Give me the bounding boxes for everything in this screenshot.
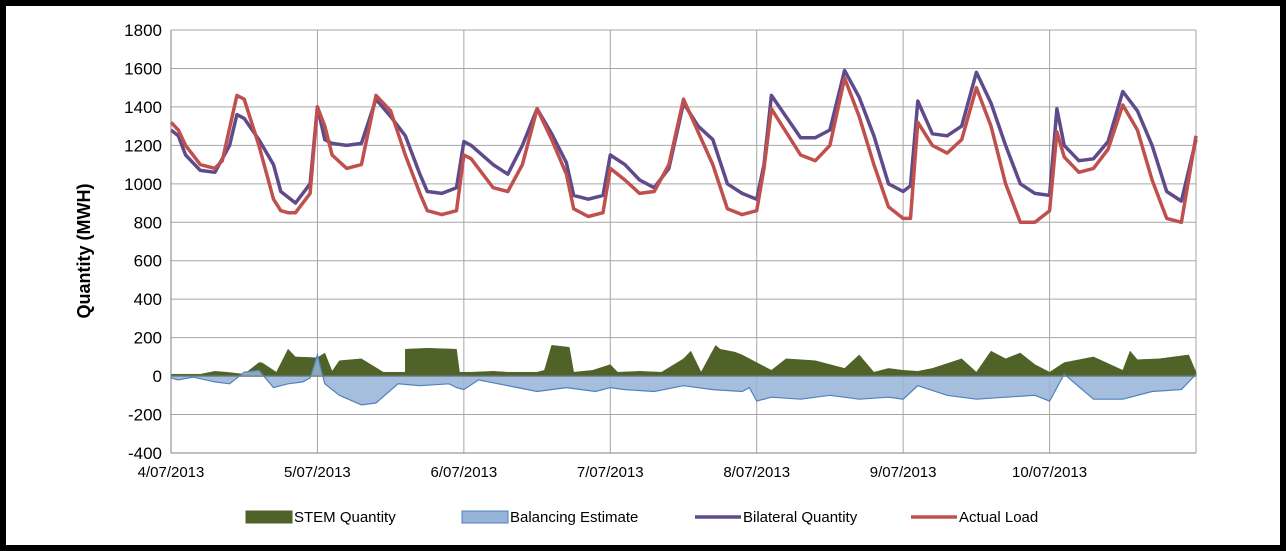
y-tick-label: 0 [153,367,162,386]
y-tick-label: 1200 [124,136,162,155]
axes [170,30,1196,454]
y-tick-label: -200 [128,406,162,425]
x-tick-label: 5/07/2013 [284,464,351,481]
legend-label: Balancing Estimate [510,509,638,526]
line-series [169,68,1198,225]
legend-swatch [461,510,509,524]
y-tick-label: 400 [134,290,162,309]
area-series [170,344,1197,406]
y-tick-label: 1800 [124,21,162,40]
chart-frame: -400 -200 0 200 400 600 800 1000 1200 1400 1600 180… [6,6,1280,545]
legend: STEM Quantity Balancing Estimate Bilateral… [245,509,1038,526]
y-tick-label: 600 [134,252,162,271]
x-tick-label: 7/07/2013 [577,464,644,481]
y-tick-label: 1600 [124,59,162,78]
x-tick-label: 10/07/2013 [1012,464,1087,481]
x-tick-label: 6/07/2013 [430,464,497,481]
y-tick-label: 800 [134,213,162,232]
x-tick-labels: 4/07/2013 5/07/2013 6/07/2013 7/07/2013 8/07… [138,464,1087,481]
area-stem-quantity [170,344,1197,377]
line-bilateral-quantity [169,68,1198,205]
x-tick-label: 4/07/2013 [138,464,205,481]
y-tick-label: -400 [128,444,162,463]
line-chart: -400 -200 0 200 400 600 800 1000 1200 1400 1600 180… [74,21,1198,526]
line-actual-load [169,76,1198,225]
y-tick-label: 1400 [124,98,162,117]
legend-swatch [245,510,293,524]
area-balancing-estimate [170,352,1197,406]
y-tick-label: 1000 [124,175,162,194]
x-tick-label: 8/07/2013 [723,464,790,481]
y-tick-label: 200 [134,329,162,348]
y-tick-labels: -400 -200 0 200 400 600 800 1000 1200 1400 1600 180… [124,21,162,463]
legend-label: STEM Quantity [294,509,396,526]
legend-label: Actual Load [959,509,1038,526]
legend-label: Bilateral Quantity [743,509,858,526]
x-tick-label: 9/07/2013 [870,464,937,481]
y-axis-label: Quantity (MWH) [74,184,94,319]
